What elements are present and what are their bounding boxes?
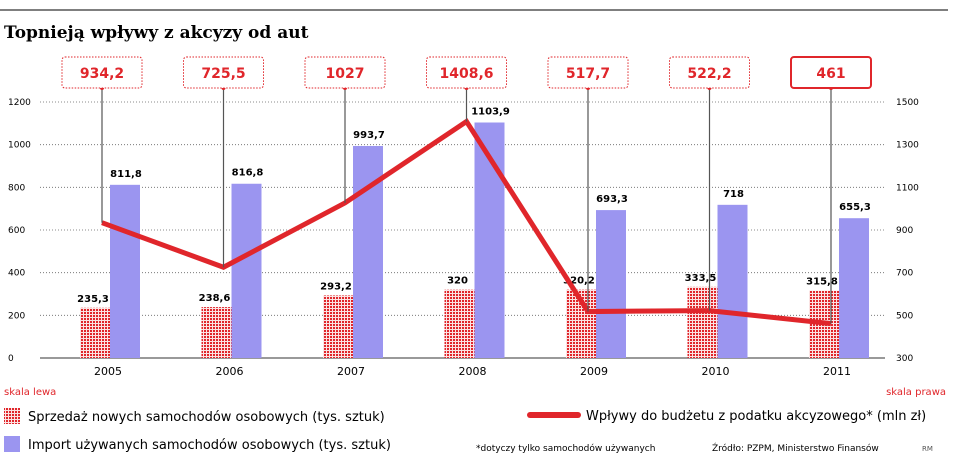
callout-value: 522,2 — [687, 66, 731, 82]
right-tick-label: 300 — [896, 354, 913, 364]
bar-sales — [687, 286, 718, 358]
bar-sales — [444, 289, 475, 358]
left-tick-label: 1000 — [8, 141, 31, 151]
source: Źródło: PZPM, Ministerstwo Finansów — [712, 442, 879, 454]
legend-import: Import używanych samochodów osobowych (t… — [28, 438, 391, 453]
bar-label-sales: 315,8 — [806, 277, 838, 288]
left-tick-label: 400 — [8, 269, 25, 279]
left-tick-label: 0 — [8, 354, 14, 364]
bar-sales — [201, 307, 232, 358]
callout-box — [183, 56, 264, 89]
bar-label-sales: 293,2 — [320, 281, 352, 292]
bar-label-import: 1103,9 — [471, 107, 510, 118]
x-tick-label: 2009 — [580, 365, 608, 378]
legend-sales: Sprzedaż nowych samochodów osobowych (ty… — [28, 410, 385, 425]
left-tick-label: 600 — [8, 226, 25, 236]
right-tick-label: 1500 — [896, 98, 919, 108]
bar-import — [231, 183, 262, 358]
left-axis-label: skala lewa — [4, 387, 56, 398]
right-tick-label: 900 — [896, 226, 913, 236]
legend-revenue: Wpływy do budżetu z podatku akcyzowego* … — [586, 409, 926, 424]
bar-label-import: 655,3 — [839, 202, 871, 213]
callout-value: 934,2 — [80, 66, 124, 82]
callout-box — [790, 56, 872, 89]
bar-label-import: 993,7 — [353, 130, 385, 141]
left-tick-label: 800 — [8, 183, 25, 193]
x-tick-label: 2008 — [459, 365, 487, 378]
footnote: *dotyczy tylko samochodów używanych — [476, 443, 655, 454]
callout-box — [426, 56, 507, 89]
left-tick-label: 200 — [8, 311, 25, 321]
bar-label-sales: 235,3 — [77, 294, 109, 305]
callout-value: 1408,6 — [439, 66, 493, 82]
callout-value: 1027 — [326, 66, 365, 82]
callout-box — [669, 56, 750, 89]
callout-box — [547, 56, 629, 89]
bar-label-sales: 320,2 — [563, 276, 595, 287]
x-tick-label: 2005 — [94, 365, 122, 378]
bar-import — [717, 204, 748, 358]
bar-sales — [80, 307, 110, 358]
bar-label-import: 718 — [723, 189, 744, 200]
bar-sales — [323, 295, 353, 358]
right-axis-label: skala prawa — [886, 387, 946, 398]
right-tick-label: 700 — [896, 269, 913, 279]
legend-swatch-sales — [4, 408, 20, 424]
right-tick-label: 500 — [896, 311, 913, 321]
bar-label-sales: 320 — [447, 276, 468, 287]
bar-label-import: 811,8 — [110, 169, 142, 180]
bar-label-import: 693,3 — [596, 194, 628, 205]
bar-import — [596, 210, 626, 358]
x-tick-label: 2007 — [337, 365, 365, 378]
author: RM — [922, 445, 933, 453]
callout-box — [61, 56, 143, 89]
bar-import — [110, 184, 140, 358]
bar-label-sales: 238,6 — [199, 293, 231, 304]
callout-value: 725,5 — [201, 66, 245, 82]
x-tick-label: 2011 — [823, 365, 851, 378]
right-tick-label: 1100 — [896, 183, 919, 193]
bar-label-sales: 333,5 — [685, 273, 717, 284]
x-tick-label: 2010 — [702, 365, 730, 378]
callout-value: 461 — [816, 66, 845, 82]
legend-swatch-import — [4, 436, 20, 452]
bar-label-import: 816,8 — [232, 168, 264, 179]
x-tick-label: 2006 — [216, 365, 244, 378]
left-tick-label: 1200 — [8, 98, 31, 108]
chart-title: Topnieją wpływy z akcyzy od aut — [4, 23, 309, 43]
callout-box — [304, 56, 386, 89]
callout-value: 517,7 — [566, 66, 610, 82]
bar-import — [839, 218, 869, 358]
right-tick-label: 1300 — [896, 141, 919, 151]
